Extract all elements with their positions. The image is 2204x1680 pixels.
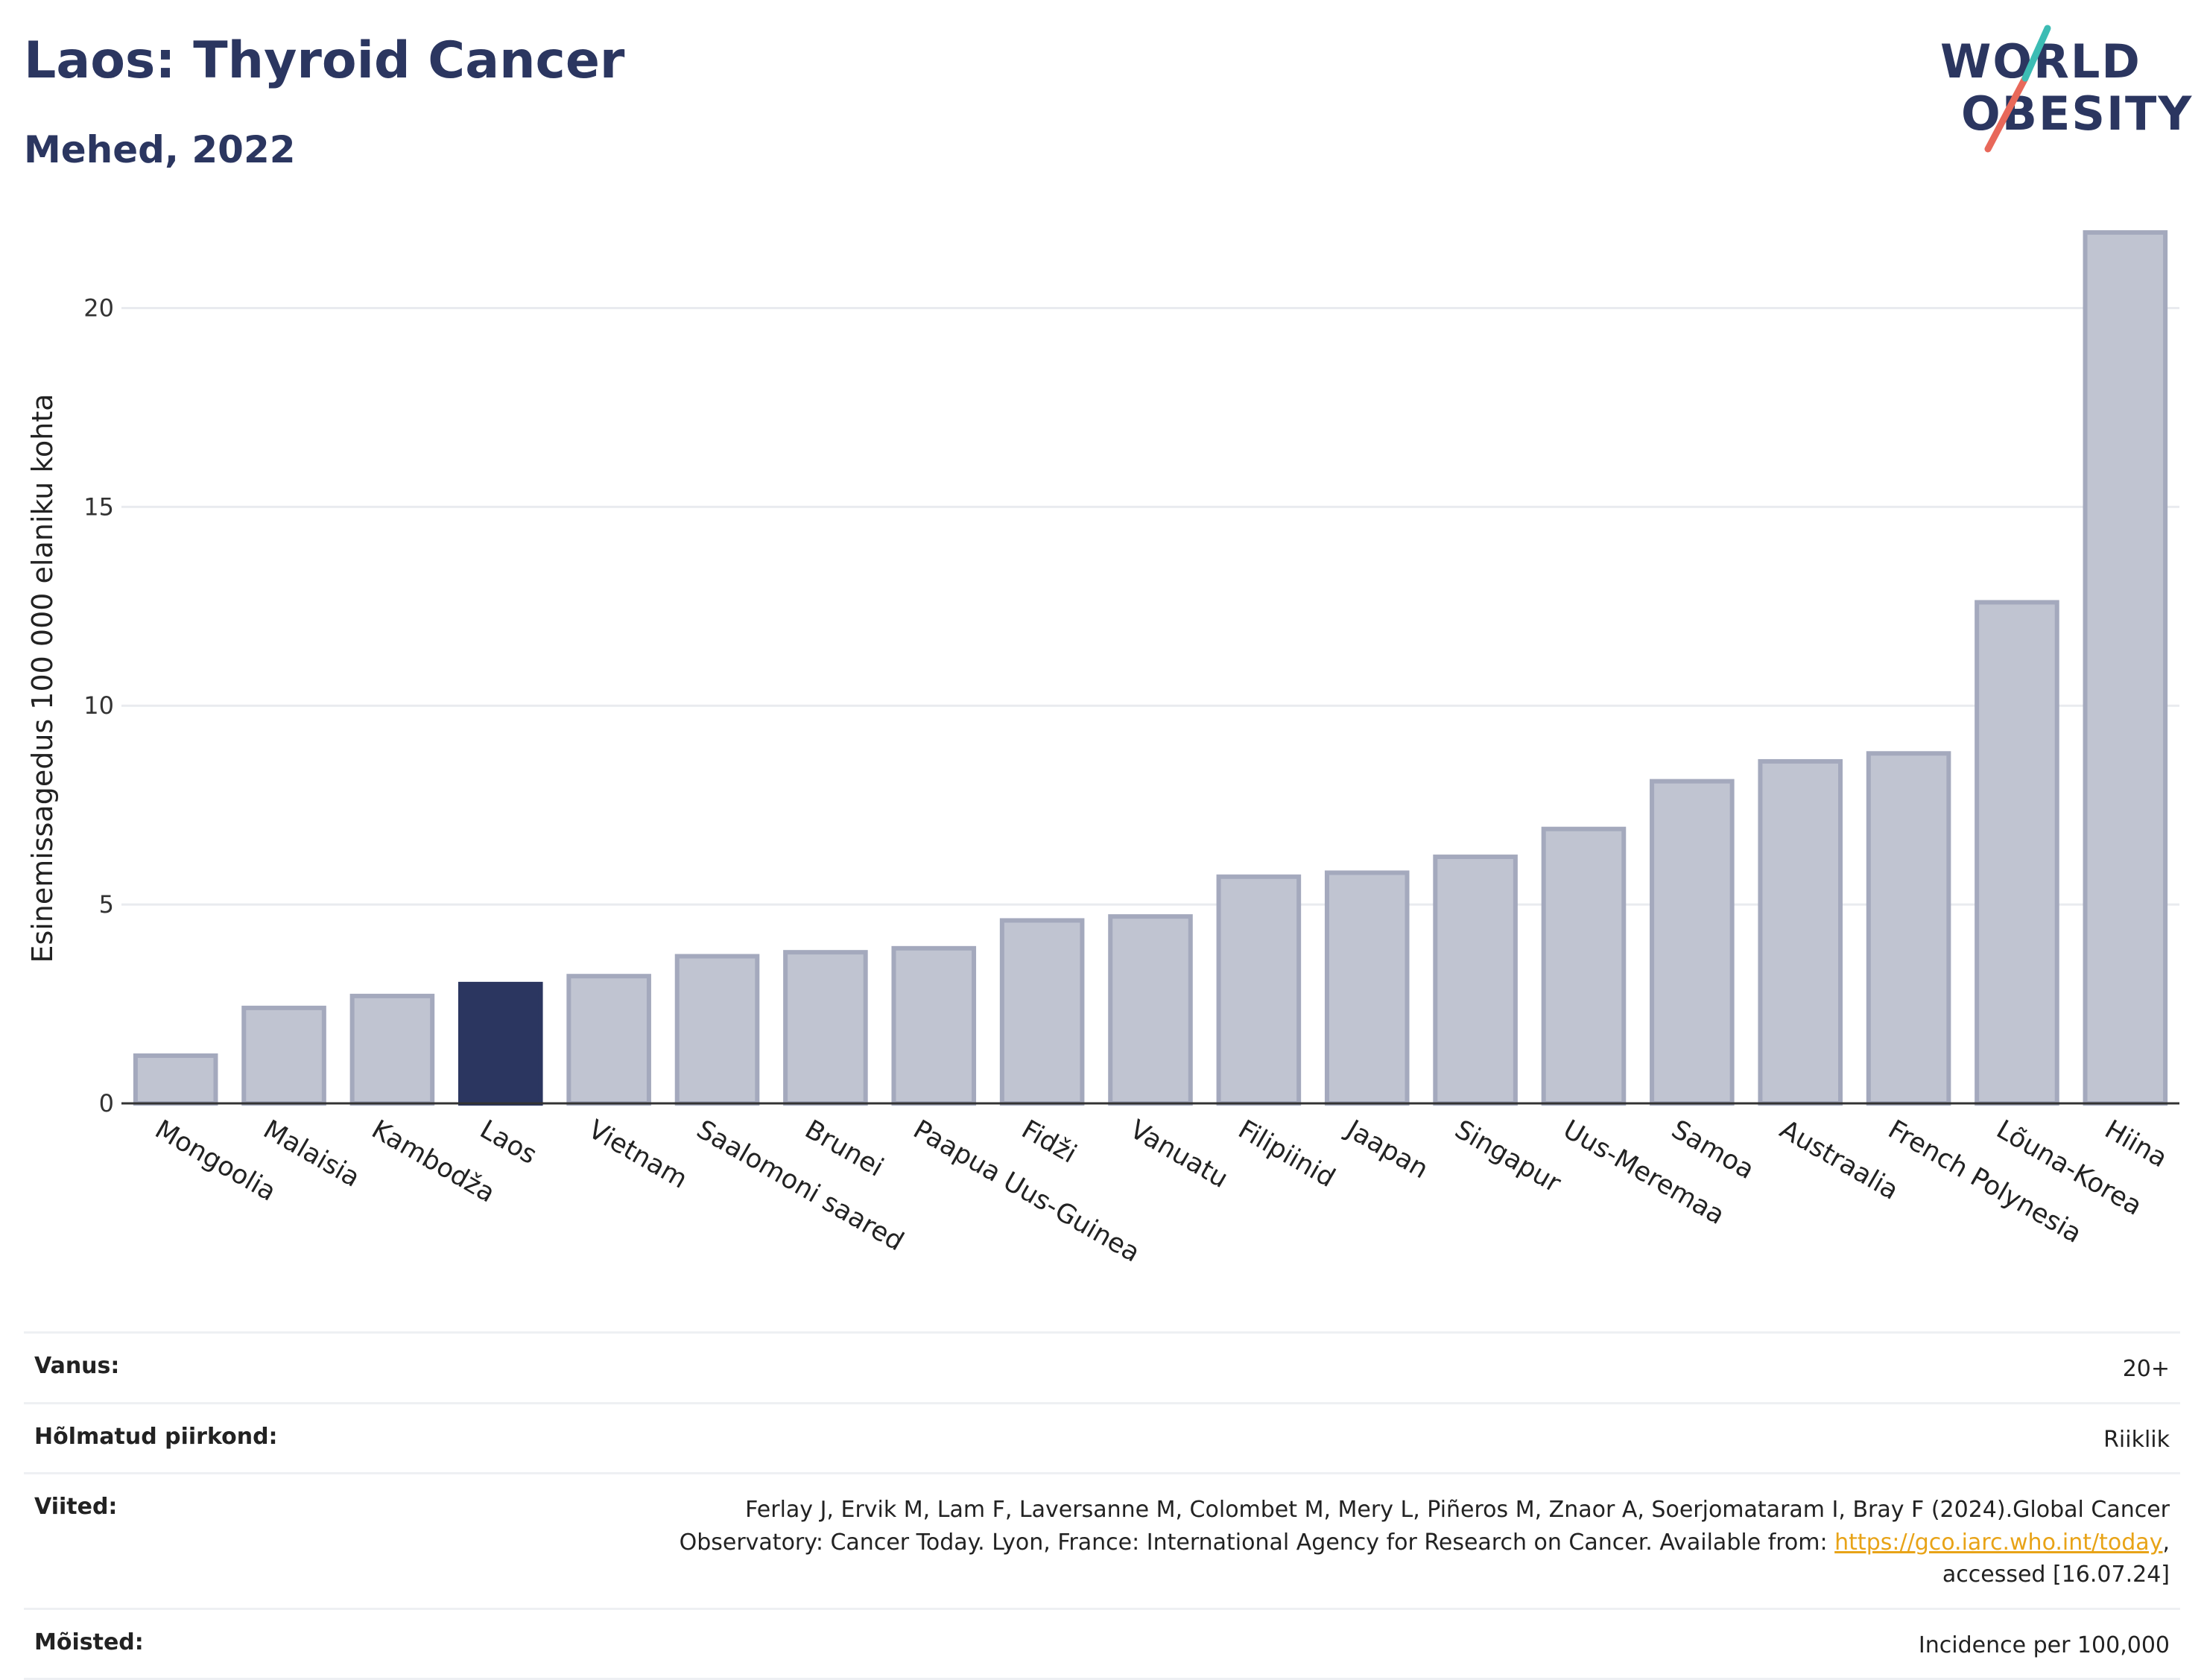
- definitions-label: Mõisted:: [34, 1629, 144, 1655]
- info-row-references: Viited: Ferlay J, Ervik M, Lam F, Lavers…: [24, 1472, 2180, 1608]
- bar-laos[interactable]: [458, 981, 543, 1106]
- bar-brunei[interactable]: [783, 950, 868, 1106]
- bar-hiina[interactable]: [2083, 230, 2168, 1106]
- x-tick-label: Brunei: [799, 1115, 888, 1183]
- logo-slash-icon: [1984, 25, 2051, 153]
- references-text-2: Observatory: Cancer Today. Lyon, France:…: [679, 1529, 1828, 1556]
- x-tick-label: Jaapan: [1340, 1114, 1434, 1185]
- bar-filipiinid[interactable]: [1216, 874, 1302, 1106]
- bar-saalomoni-saared[interactable]: [674, 954, 760, 1106]
- region-value: Riiklik: [2103, 1426, 2170, 1453]
- region-label: Hõlmatud piirkond:: [34, 1423, 278, 1450]
- y-tick-label: 20: [83, 294, 114, 322]
- references-text-3: accessed [16.07.24]: [1942, 1562, 2170, 1588]
- bar-kambodža[interactable]: [349, 993, 435, 1106]
- page-title: Laos: Thyroid Cancer: [24, 31, 625, 90]
- definitions-value: Incidence per 100,000: [1918, 1632, 2170, 1658]
- y-tick-label: 10: [83, 691, 114, 720]
- x-tick-label: Kambodža: [367, 1115, 500, 1208]
- bar-singapur[interactable]: [1433, 855, 1518, 1106]
- bar-french-polynesia[interactable]: [1866, 751, 1951, 1106]
- x-tick-label: Samoa: [1666, 1115, 1758, 1185]
- bar-vietnam[interactable]: [566, 974, 651, 1106]
- bar-jaapan[interactable]: [1324, 870, 1410, 1106]
- info-row-definitions: Mõisted: Incidence per 100,000: [24, 1607, 2180, 1680]
- world-obesity-logo: WORLD OBESITY: [1936, 22, 2191, 156]
- x-tick-label: Saalomoni saared: [691, 1115, 908, 1257]
- x-tick-label: Hiina: [2100, 1115, 2172, 1173]
- bar-paapua-uus-guinea[interactable]: [891, 945, 977, 1106]
- bar-vanuatu[interactable]: [1108, 914, 1193, 1106]
- bar-uus-meremaa[interactable]: [1541, 826, 1627, 1106]
- info-row-region: Hõlmatud piirkond: Riiklik: [24, 1401, 2180, 1473]
- y-tick-label: 15: [83, 492, 114, 521]
- age-value: 20+: [2122, 1356, 2170, 1382]
- bar-chart: 0 5 10 15 20 Esinemissagedus 100 000 elaniku …: [26, 230, 2179, 1269]
- age-label: Vanus:: [34, 1353, 120, 1379]
- references-text-1: Ferlay J, Ervik M, Lam F, Laversanne M, …: [745, 1497, 2170, 1523]
- bar-samoa[interactable]: [1650, 779, 1735, 1106]
- bar-austraalia[interactable]: [1758, 758, 1843, 1106]
- bar-lõuna-korea[interactable]: [1975, 600, 2059, 1106]
- x-tick-label: French Polynesia: [1883, 1115, 2086, 1249]
- x-tick-label: Fidži: [1016, 1115, 1081, 1169]
- x-tick-label: Singapur: [1450, 1115, 1566, 1199]
- y-tick-label: 5: [99, 890, 114, 919]
- x-tick-label: Vietnam: [583, 1115, 692, 1195]
- bar-mongoolia[interactable]: [133, 1053, 218, 1106]
- bar-fidži[interactable]: [999, 918, 1085, 1106]
- x-tick-label: Filipiinid: [1233, 1115, 1340, 1194]
- x-tick-label: Vanuatu: [1125, 1115, 1233, 1194]
- x-tick-label: Mongoolia: [150, 1115, 281, 1208]
- x-tick-label: Austraalia: [1775, 1115, 1904, 1206]
- page-subtitle: Mehed, 2022: [24, 128, 296, 171]
- references-label: Viited:: [34, 1494, 118, 1520]
- y-tick-label: 0: [99, 1089, 114, 1118]
- x-tick-label: Laos: [475, 1115, 542, 1170]
- references-value: Ferlay J, Ervik M, Lam F, Laversanne M, …: [679, 1497, 2170, 1588]
- info-table: Vanus: 20+ Hõlmatud piirkond: Riiklik Vi…: [24, 1331, 2180, 1680]
- bar-malaisia[interactable]: [241, 1005, 326, 1106]
- references-link[interactable]: https://gco.iarc.who.int/today: [1834, 1529, 2163, 1556]
- info-row-age: Vanus: 20+: [24, 1331, 2180, 1402]
- y-axis-label: Esinemissagedus 100 000 elaniku kohta: [26, 393, 59, 963]
